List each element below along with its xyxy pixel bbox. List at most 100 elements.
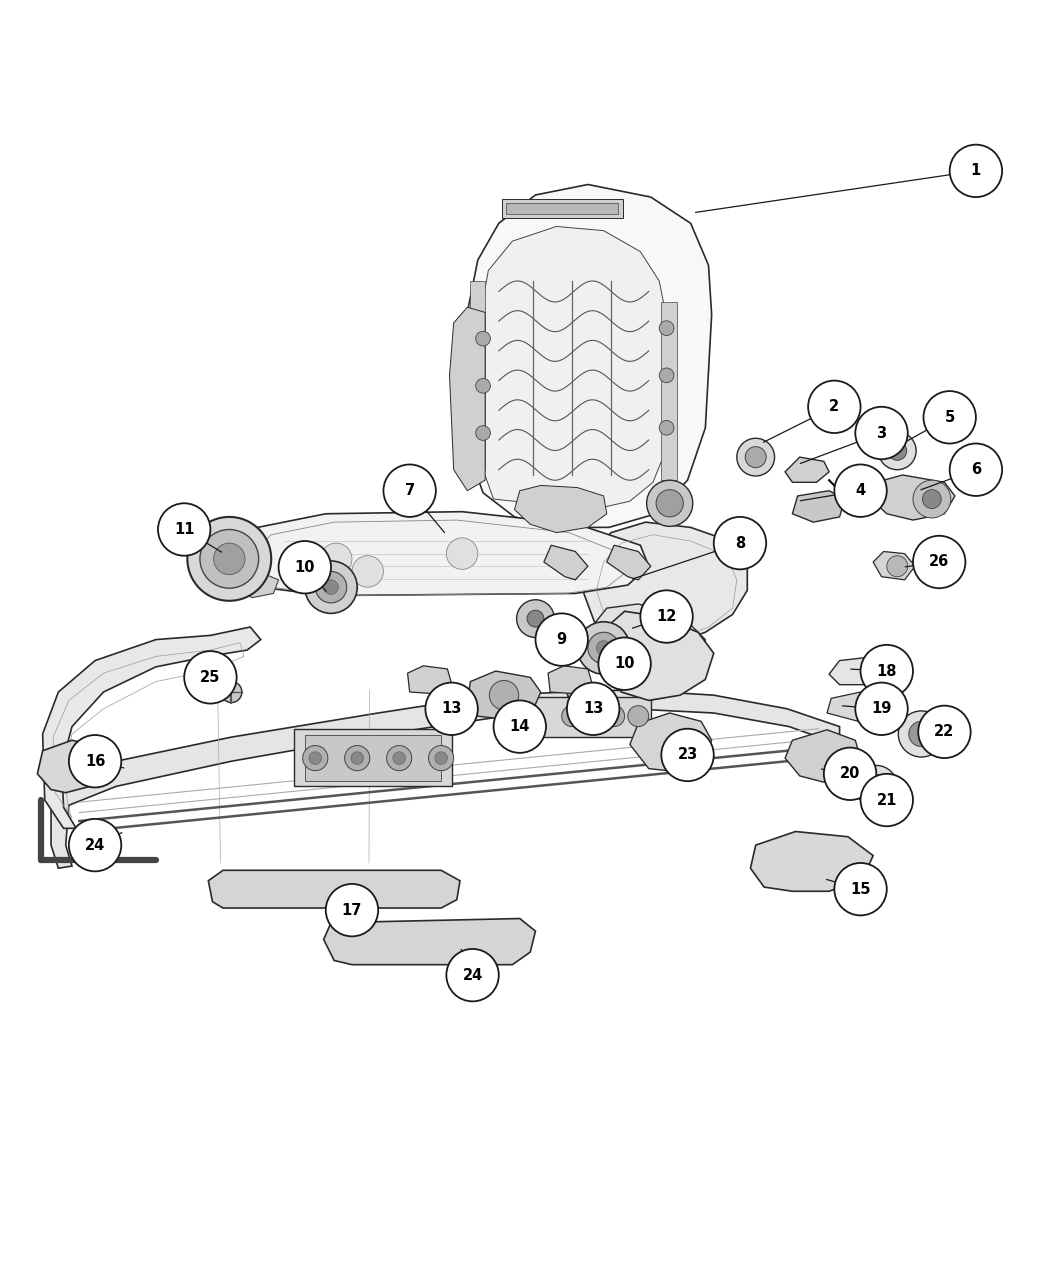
Text: 22: 22 bbox=[934, 724, 954, 740]
Circle shape bbox=[808, 381, 861, 434]
Circle shape bbox=[446, 949, 499, 1001]
Bar bbox=[294, 729, 452, 787]
Circle shape bbox=[865, 775, 888, 798]
Circle shape bbox=[824, 747, 877, 799]
Polygon shape bbox=[449, 307, 485, 491]
Circle shape bbox=[596, 640, 611, 655]
Text: 16: 16 bbox=[85, 754, 105, 769]
Circle shape bbox=[856, 407, 908, 459]
Circle shape bbox=[949, 444, 1002, 496]
Circle shape bbox=[344, 746, 370, 770]
Circle shape bbox=[909, 722, 933, 747]
Circle shape bbox=[315, 571, 346, 603]
Circle shape bbox=[737, 439, 775, 476]
Polygon shape bbox=[607, 611, 714, 700]
Circle shape bbox=[604, 705, 625, 727]
Polygon shape bbox=[43, 627, 260, 829]
Circle shape bbox=[949, 144, 1002, 198]
Circle shape bbox=[659, 321, 674, 335]
Polygon shape bbox=[470, 280, 485, 469]
Circle shape bbox=[628, 705, 649, 727]
Text: 15: 15 bbox=[850, 882, 870, 896]
Polygon shape bbox=[793, 491, 845, 523]
Polygon shape bbox=[229, 572, 278, 598]
Polygon shape bbox=[229, 511, 649, 595]
Polygon shape bbox=[51, 692, 572, 868]
Circle shape bbox=[386, 746, 412, 770]
Text: 2: 2 bbox=[830, 399, 839, 414]
Circle shape bbox=[425, 682, 478, 734]
Circle shape bbox=[527, 611, 544, 627]
Text: 3: 3 bbox=[877, 426, 886, 441]
Circle shape bbox=[714, 516, 766, 570]
Circle shape bbox=[746, 446, 766, 468]
Circle shape bbox=[887, 556, 908, 576]
Polygon shape bbox=[467, 671, 541, 719]
Circle shape bbox=[278, 541, 331, 593]
Bar bbox=[506, 204, 618, 214]
Circle shape bbox=[919, 705, 970, 759]
Circle shape bbox=[520, 705, 541, 727]
Text: 17: 17 bbox=[342, 903, 362, 918]
Polygon shape bbox=[481, 227, 667, 510]
Circle shape bbox=[184, 652, 236, 704]
Text: 4: 4 bbox=[856, 483, 865, 499]
Circle shape bbox=[588, 632, 619, 664]
Polygon shape bbox=[208, 871, 460, 908]
Text: 14: 14 bbox=[509, 719, 530, 734]
Circle shape bbox=[302, 746, 328, 770]
Circle shape bbox=[220, 682, 242, 703]
Polygon shape bbox=[785, 458, 830, 482]
Polygon shape bbox=[872, 476, 954, 520]
Polygon shape bbox=[38, 741, 108, 793]
Circle shape bbox=[320, 543, 352, 575]
Circle shape bbox=[656, 490, 684, 516]
Circle shape bbox=[899, 711, 944, 757]
Polygon shape bbox=[583, 523, 748, 650]
Polygon shape bbox=[590, 604, 706, 700]
Polygon shape bbox=[514, 486, 607, 533]
Circle shape bbox=[659, 368, 674, 382]
Circle shape bbox=[861, 645, 914, 697]
Circle shape bbox=[494, 700, 546, 752]
Circle shape bbox=[393, 752, 405, 765]
Polygon shape bbox=[323, 918, 536, 965]
Circle shape bbox=[567, 682, 619, 734]
Circle shape bbox=[476, 426, 490, 440]
Text: 18: 18 bbox=[877, 663, 897, 678]
Circle shape bbox=[476, 379, 490, 393]
Circle shape bbox=[428, 746, 454, 770]
Circle shape bbox=[213, 543, 245, 575]
Circle shape bbox=[647, 481, 693, 527]
Circle shape bbox=[562, 705, 583, 727]
Text: 24: 24 bbox=[85, 838, 105, 853]
Polygon shape bbox=[467, 185, 712, 528]
Text: 21: 21 bbox=[877, 793, 897, 807]
Polygon shape bbox=[785, 729, 861, 782]
Text: 26: 26 bbox=[929, 555, 949, 570]
Polygon shape bbox=[548, 666, 592, 694]
Polygon shape bbox=[751, 831, 874, 891]
Circle shape bbox=[69, 819, 122, 871]
Circle shape bbox=[914, 481, 950, 518]
Circle shape bbox=[383, 464, 436, 516]
Polygon shape bbox=[544, 546, 588, 580]
Circle shape bbox=[351, 752, 363, 765]
Circle shape bbox=[517, 599, 554, 638]
Polygon shape bbox=[827, 692, 884, 722]
Circle shape bbox=[187, 516, 271, 601]
Polygon shape bbox=[630, 713, 712, 771]
Circle shape bbox=[879, 432, 917, 469]
Text: 20: 20 bbox=[840, 766, 860, 782]
Circle shape bbox=[923, 391, 975, 444]
Circle shape bbox=[835, 863, 887, 915]
Circle shape bbox=[309, 752, 321, 765]
Text: 8: 8 bbox=[735, 536, 746, 551]
Circle shape bbox=[888, 441, 907, 460]
Text: 10: 10 bbox=[614, 657, 635, 671]
Polygon shape bbox=[830, 657, 901, 685]
Circle shape bbox=[200, 529, 258, 588]
Circle shape bbox=[435, 752, 447, 765]
Text: 1: 1 bbox=[971, 163, 981, 179]
Polygon shape bbox=[874, 552, 916, 580]
